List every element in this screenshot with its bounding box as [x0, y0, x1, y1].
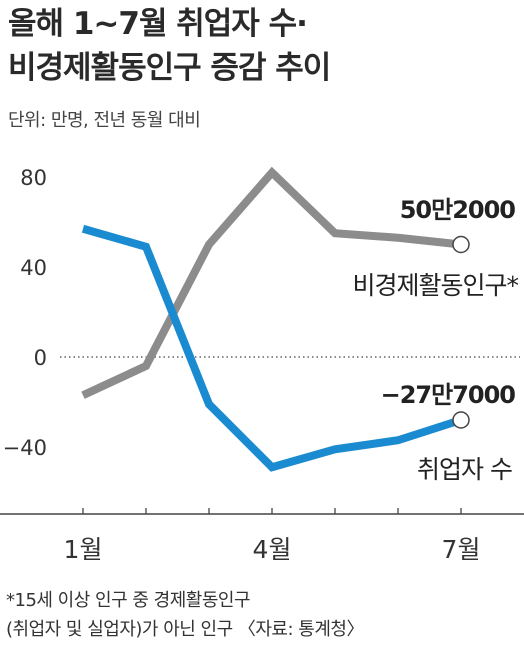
chart-title-line1: 올해 1~7월 취업자 수·	[8, 6, 308, 42]
chart-title-line2: 비경제활동인구 증감 추이	[8, 50, 331, 86]
footnote: *15세 이상 인구 중 경제활동인구 (취업자 및 실업자)가 아닌 인구 〈…	[6, 586, 521, 644]
inactive-end-marker	[452, 235, 470, 254]
y-tick-label: −40	[3, 436, 47, 460]
x-tick-label: 4월	[253, 535, 292, 564]
axes: 1월 4월 7월 80 40 0 −40	[0, 166, 524, 564]
employed-end-marker	[452, 411, 470, 429]
x-tick-label: 1월	[64, 535, 103, 564]
inactive-line	[81, 166, 462, 399]
footnote-line2: (취업자 및 실업자)가 아닌 인구 〈자료: 통계청〉	[6, 619, 364, 640]
employed-end-label: −27만7000	[381, 381, 516, 409]
series-labels: 50만2000 비경제활동인구* −27만7000 취업자 수	[352, 196, 519, 484]
y-tick-label: 40	[20, 256, 47, 280]
employed-series-label: 취업자 수	[417, 455, 512, 484]
chart-title: 올해 1~7월 취업자 수· 비경제활동인구 증감 추이	[8, 2, 518, 90]
employed-line	[81, 224, 463, 472]
footnote-line1: *15세 이상 인구 중 경제활동인구	[6, 590, 251, 611]
y-tick-label: 80	[20, 166, 47, 190]
series-lines	[81, 166, 470, 472]
inactive-end-label: 50만2000	[400, 196, 516, 224]
x-tick-label: 7월	[442, 535, 481, 564]
y-tick-label: 0	[34, 346, 47, 370]
unit-label: 단위: 만명, 전년 동월 대비	[8, 110, 201, 131]
inactive-series-label: 비경제활동인구*	[352, 271, 518, 300]
